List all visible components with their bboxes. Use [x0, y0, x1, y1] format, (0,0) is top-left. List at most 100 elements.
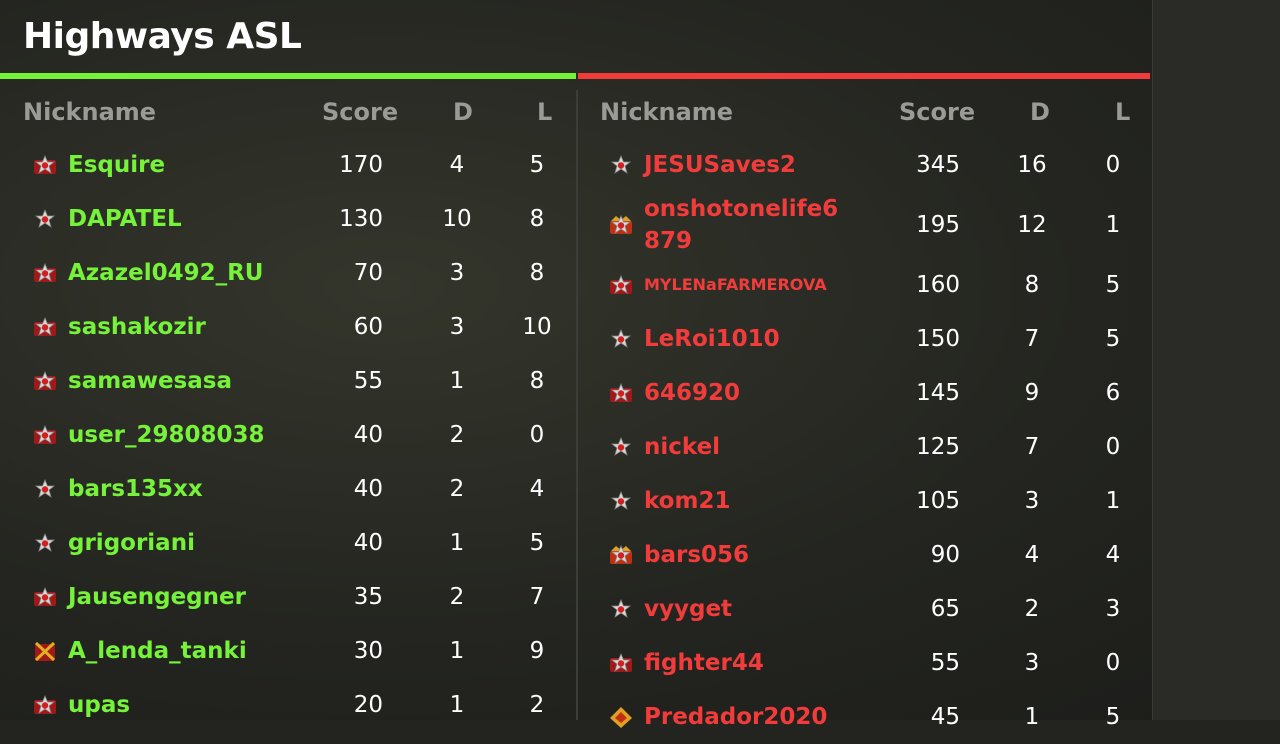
player-row[interactable]: Esquire 170 4 5: [0, 138, 576, 192]
player-nickname: samawesasa: [68, 368, 232, 394]
table-header: Nickname Score D L: [578, 90, 1150, 138]
header-d: D: [1030, 98, 1050, 126]
player-d: 7: [1024, 434, 1040, 460]
player-row[interactable]: Predador2020 45 1 5: [578, 690, 1150, 744]
player-d: 4: [1024, 542, 1040, 568]
player-nickname: upas: [68, 692, 131, 718]
player-d: 1: [449, 368, 465, 394]
player-nickname: grigoriani: [68, 530, 195, 556]
player-d: 8: [1024, 272, 1040, 298]
player-d: 1: [1024, 704, 1040, 730]
player-l: 2: [529, 692, 545, 718]
rank-star-icon: [32, 532, 58, 554]
rank-badge-icon: [32, 262, 58, 284]
rank-crown-icon: [608, 544, 634, 566]
player-nickname: bars056: [644, 542, 750, 568]
rank-star-icon: [608, 154, 634, 176]
team-divider: [576, 90, 578, 720]
player-row[interactable]: sashakozir 60 3 10: [0, 300, 576, 354]
rank-badge-icon: [32, 586, 58, 608]
player-nickname: DAPATEL: [68, 206, 182, 232]
player-row[interactable]: DAPATEL 130 10 8: [0, 192, 576, 246]
player-row[interactable]: user_29808038 40 2 0: [0, 408, 576, 462]
player-nickname: JESUSaves2: [644, 152, 796, 178]
player-d: 3: [449, 314, 465, 340]
player-row[interactable]: A_lenda_tanki 30 1 9: [0, 624, 576, 678]
player-row[interactable]: upas 20 1 2: [0, 678, 576, 732]
rank-badge-icon: [608, 382, 634, 404]
player-row[interactable]: 646920 145 9 6: [578, 366, 1150, 420]
header-d: D: [453, 98, 473, 126]
player-d: 7: [1024, 326, 1040, 352]
player-row[interactable]: vyyget 65 2 3: [578, 582, 1150, 636]
player-score: 125: [916, 434, 960, 460]
player-d: 2: [1024, 596, 1040, 622]
player-l: 0: [1105, 152, 1121, 178]
player-score: 160: [916, 272, 960, 298]
player-score: 40: [353, 476, 383, 502]
player-nickname: LeRoi1010: [644, 326, 780, 352]
player-l: 5: [529, 530, 545, 556]
player-l: 8: [529, 206, 545, 232]
side-panel: [1152, 0, 1280, 720]
green-team-bar: [0, 73, 576, 79]
player-nickname: kom21: [644, 488, 731, 514]
player-row[interactable]: bars135xx 40 2 4: [0, 462, 576, 516]
player-row[interactable]: Azazel0492_RU 70 3 8: [0, 246, 576, 300]
player-nickname: Predador2020: [644, 704, 828, 730]
player-nickname: Azazel0492_RU: [68, 260, 264, 286]
player-row[interactable]: nickel 125 7 0: [578, 420, 1150, 474]
rank-crown-icon: [608, 214, 634, 236]
player-l: 4: [1105, 542, 1121, 568]
player-row[interactable]: grigoriani 40 1 5: [0, 516, 576, 570]
player-l: 8: [529, 260, 545, 286]
rank-star-icon: [608, 328, 634, 350]
header-l: L: [537, 98, 553, 126]
player-score: 70: [353, 260, 383, 286]
rank-badge-icon: [608, 652, 634, 674]
player-nickname: bars135xx: [68, 476, 203, 502]
player-nickname: Jausengegner: [68, 584, 246, 610]
player-score: 45: [930, 704, 960, 730]
player-nickname: user_29808038: [68, 422, 265, 448]
red-team-table: Nickname Score D L JESUSaves2 345 16 0 onsho…: [578, 90, 1150, 744]
player-row[interactable]: fighter44 55 3 0: [578, 636, 1150, 690]
rank-swords-icon: [32, 640, 58, 662]
player-l: 10: [522, 314, 552, 340]
player-row[interactable]: samawesasa 55 1 8: [0, 354, 576, 408]
player-nickname: fighter44: [644, 650, 764, 676]
player-row[interactable]: Jausengegner 35 2 7: [0, 570, 576, 624]
player-d: 12: [1017, 212, 1047, 238]
player-row[interactable]: bars056 90 4 4: [578, 528, 1150, 582]
green-team-table: Nickname Score D L Esquire 170 4 5 DAPATEL 13…: [0, 90, 576, 732]
player-d: 2: [449, 422, 465, 448]
player-l: 5: [1105, 272, 1121, 298]
player-d: 1: [449, 638, 465, 664]
player-l: 5: [1105, 326, 1121, 352]
header-nickname: Nickname: [600, 98, 734, 126]
player-d: 1: [449, 530, 465, 556]
player-l: 6: [1105, 380, 1121, 406]
player-row[interactable]: JESUSaves2 345 16 0: [578, 138, 1150, 192]
player-score: 170: [339, 152, 383, 178]
rank-star-icon: [608, 598, 634, 620]
player-score: 105: [916, 488, 960, 514]
player-l: 3: [1105, 596, 1121, 622]
rank-badge-icon: [32, 316, 58, 338]
rank-star-icon: [32, 478, 58, 500]
game-background: [0, 0, 1280, 720]
player-score: 55: [353, 368, 383, 394]
player-score: 345: [916, 152, 960, 178]
player-score: 150: [916, 326, 960, 352]
rank-star-icon: [608, 490, 634, 512]
player-score: 20: [353, 692, 383, 718]
player-row[interactable]: onshotonelife6 879 195 12 1: [578, 192, 1150, 258]
player-nickname: Esquire: [68, 152, 166, 178]
player-nickname: vyyget: [644, 596, 733, 622]
player-row[interactable]: kom21 105 3 1: [578, 474, 1150, 528]
player-nickname: nickel: [644, 434, 721, 460]
player-row[interactable]: LeRoi1010 150 7 5: [578, 312, 1150, 366]
player-score: 30: [353, 638, 383, 664]
rank-badge-icon: [32, 370, 58, 392]
player-row[interactable]: MYLENaFARMEROVA 160 8 5: [578, 258, 1150, 312]
